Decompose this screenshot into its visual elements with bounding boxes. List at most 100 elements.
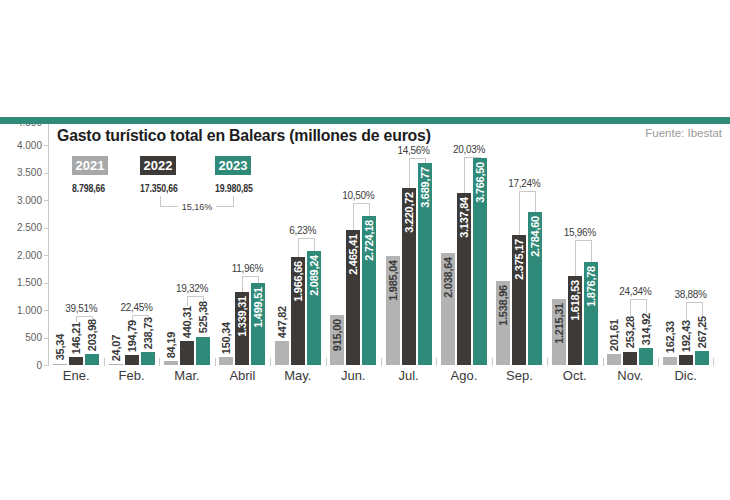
legend-swatch-2022: 2022 (140, 156, 176, 175)
pct-change-label: 24,34% (607, 286, 663, 298)
bar-value-label: 192,43 (680, 320, 692, 352)
month-label-Ene: Ene. (49, 368, 104, 383)
legend-swatch-2021: 2021 (72, 156, 108, 175)
bar-2021-Dic (663, 357, 677, 366)
y-axis-label: 1.000 (12, 306, 42, 316)
bar-value-label: 3.689,77 (419, 167, 431, 208)
bar-value-label: 203,98 (86, 319, 98, 351)
pct-bracket-left (519, 191, 520, 235)
y-axis-tick (44, 310, 48, 311)
month-label-Sep: Sep. (492, 368, 547, 383)
bar-value-label: 35,34 (54, 334, 66, 360)
pct-bracket-right (203, 296, 204, 302)
pct-bracket-left (464, 157, 465, 193)
bar-2021-May (275, 341, 289, 366)
pct-bracket-line (519, 191, 535, 192)
pct-change-label: 15,96% (552, 227, 608, 239)
x-axis-tick (215, 358, 216, 366)
bar-value-label: 3.220,72 (403, 192, 415, 233)
month-label-Dic: Dic. (658, 368, 713, 383)
pct-bracket-line (132, 315, 148, 316)
pct-change-label: 22,45% (109, 302, 165, 314)
pct-bracket-line (686, 302, 702, 303)
bar-2021-Ene (53, 364, 67, 366)
bar-value-label: 440,31 (181, 306, 193, 338)
bar-value-label: 1.215,31 (553, 303, 565, 344)
pct-bracket-line (298, 238, 314, 239)
bar-value-label: 201,61 (608, 319, 620, 351)
month-label-Nov: Nov. (603, 368, 658, 383)
pct-change-label: 6,23% (275, 225, 331, 237)
pct-bracket-left (187, 296, 188, 307)
legend-total-2023: 19.980,85 (215, 182, 279, 194)
bar-2023-Mar (196, 337, 210, 366)
y-axis-label: 2.000 (12, 251, 42, 261)
y-axis-label: 3.500 (12, 168, 42, 178)
bar-value-label: 267,25 (696, 316, 708, 348)
y-axis-tick (44, 255, 48, 256)
y-axis-tick (44, 228, 48, 229)
x-axis-tick (492, 358, 493, 366)
y-axis-tick (44, 173, 48, 174)
legend-total-2022: 17.350,66 (140, 182, 204, 194)
pct-bracket-line (242, 276, 258, 277)
x-axis-tick (713, 358, 714, 366)
chart-title: Gasto turístico total en Balears (millon… (57, 126, 431, 145)
bar-value-label: 525,38 (197, 301, 209, 333)
bar-value-label: 238,73 (142, 317, 154, 349)
x-axis-tick (159, 358, 160, 366)
x-axis-tick (658, 358, 659, 366)
y-axis-tick (44, 200, 48, 201)
pct-bracket-right (702, 302, 703, 316)
bar-2022-Ene (69, 357, 83, 365)
y-axis-label: 4.000 (12, 141, 42, 151)
pct-bracket-line (187, 296, 203, 297)
pct-bracket-right (148, 315, 149, 317)
x-axis-tick (436, 358, 437, 366)
bar-value-label: 3.137,84 (458, 197, 470, 238)
bar-value-label: 1.499,51 (252, 287, 264, 328)
x-axis-tick (104, 358, 105, 366)
bar-2022-Dic (679, 355, 693, 366)
month-label-Oct: Oct. (547, 368, 602, 383)
pct-bracket-right (646, 299, 647, 313)
chart-page: Gasto turístico total en Balears (millon… (0, 0, 730, 500)
bar-value-label: 24,07 (110, 335, 122, 361)
y-axis-tick (44, 365, 48, 366)
pct-bracket-left (575, 240, 576, 276)
pct-change-label: 14,56% (386, 145, 442, 157)
bar-2021-Feb (109, 364, 123, 365)
bar-value-label: 253,28 (624, 316, 636, 348)
pct-change-label: 10,50% (330, 190, 386, 202)
month-label-Jul: Jul. (381, 368, 436, 383)
x-axis-tick (270, 358, 271, 366)
bar-2023-Ene (85, 354, 99, 365)
pct-change-label: 38,88% (663, 289, 719, 301)
pct-bracket-right (369, 203, 370, 216)
bar-value-label: 2.724,18 (363, 220, 375, 261)
pct-bracket-line (575, 240, 591, 241)
month-label-Mar: Mar. (159, 368, 214, 383)
month-label-Feb: Feb. (104, 368, 159, 383)
bar-2021-Abril (219, 357, 233, 365)
y-axis-tick (44, 338, 48, 339)
legend-pct-change: 15,16% (160, 202, 234, 212)
month-label-Ago: Ago. (436, 368, 491, 383)
bar-value-label: 1.618,53 (569, 280, 581, 321)
pct-bracket-right (92, 316, 93, 319)
bar-value-label: 1.966,66 (292, 261, 304, 302)
y-axis-tick (44, 145, 48, 146)
bar-2023-Dic (695, 351, 709, 366)
bar-value-label: 2.784,60 (529, 216, 541, 257)
bar-2023-Feb (141, 352, 155, 365)
bar-value-label: 3.766,50 (474, 162, 486, 203)
x-axis-tick (547, 358, 548, 366)
pct-bracket-left (76, 316, 77, 322)
bar-value-label: 1.339,31 (236, 296, 248, 337)
month-label-Jun: Jun. (326, 368, 381, 383)
pct-bracket-line (630, 299, 646, 300)
legend-total-2021: 8.798,66 (72, 182, 136, 194)
pct-bracket-left (686, 302, 687, 320)
bar-value-label: 162,33 (664, 321, 676, 353)
y-axis-label: 3.000 (12, 196, 42, 206)
